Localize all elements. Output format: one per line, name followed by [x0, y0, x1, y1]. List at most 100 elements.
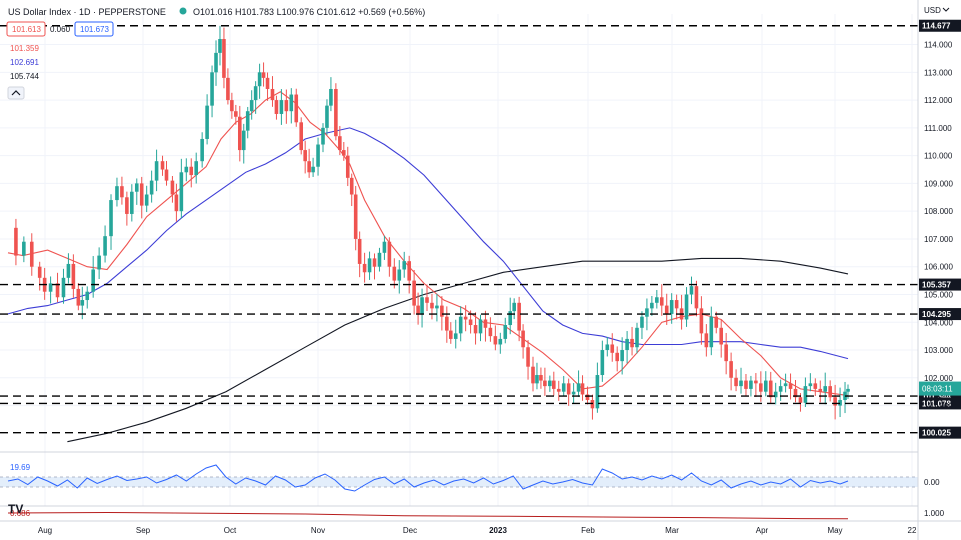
collapse-legend-button[interactable] — [7, 86, 25, 100]
candle-body — [307, 161, 311, 173]
candle-body — [200, 138, 204, 162]
oscillator-axis-value: 0.00 — [924, 478, 940, 487]
candle-body — [416, 305, 420, 314]
candle-body — [778, 386, 783, 392]
candle-body — [345, 155, 350, 178]
ohlc-readout: O101.016 H101.783 L100.976 C101.612 +0.5… — [193, 7, 425, 17]
candle-body — [372, 258, 377, 267]
candle-body — [205, 105, 209, 139]
candle-body — [473, 325, 478, 334]
candle-body — [754, 380, 758, 384]
candle-body — [823, 386, 828, 392]
candle-body — [160, 161, 165, 170]
level-label: 101.078 — [922, 399, 951, 408]
candle-body — [109, 200, 113, 237]
time-tick-label: Nov — [311, 526, 325, 535]
candle-body — [556, 388, 561, 392]
candle-body — [325, 105, 329, 128]
candle-body — [580, 383, 585, 395]
candle-body — [362, 263, 367, 273]
market-open-icon — [179, 7, 187, 15]
candle-body — [270, 88, 275, 101]
candle-body — [392, 266, 397, 281]
time-tick-label: Oct — [224, 526, 237, 535]
candle-body — [194, 161, 199, 176]
candle-body — [284, 100, 289, 112]
level-label: 101.344 — [922, 392, 951, 401]
candle-body — [674, 300, 679, 309]
candle-body — [759, 383, 763, 392]
candle-body — [724, 344, 728, 362]
candle-body — [488, 327, 493, 337]
candle-body — [55, 283, 60, 298]
current-price-badge — [919, 381, 961, 396]
candle-body — [125, 197, 129, 214]
candle-body — [744, 380, 748, 389]
oscillator-label: 19.69 — [10, 463, 31, 472]
price-tick-label: 104.000 — [924, 318, 953, 327]
candle-body — [503, 325, 508, 339]
time-tick-label: 22 — [908, 526, 917, 535]
candle-body — [97, 255, 101, 270]
candle-body — [833, 397, 837, 406]
candle-body — [468, 319, 473, 326]
symbol-title: US Dollar Index · 1D · PEPPERSTONE — [8, 7, 166, 17]
price-tick-label: 103.000 — [924, 346, 953, 355]
candle-body — [655, 297, 659, 303]
bid-button[interactable] — [6, 21, 46, 37]
candle-body — [425, 297, 429, 303]
candle-body — [709, 316, 714, 348]
candle-body — [571, 391, 576, 395]
candle-body — [729, 361, 733, 378]
chevron-down-icon — [942, 7, 950, 12]
level-badge — [919, 278, 961, 291]
time-tick-label: 2023 — [489, 526, 507, 535]
grid-lines — [0, 14, 918, 506]
chevron-up-icon — [11, 90, 21, 96]
oscillator-pane: 19.69 0.00 0.686 1.000 — [0, 463, 945, 520]
candle-body — [218, 38, 222, 53]
candle-body — [412, 280, 416, 306]
spread-value: 0.060 — [50, 25, 71, 34]
candle-body — [749, 380, 753, 389]
candle-body — [241, 130, 246, 151]
candle-body — [508, 311, 513, 326]
price-tick-label: 105.000 — [924, 290, 953, 299]
candle-body — [768, 380, 773, 398]
candle-body — [338, 136, 342, 151]
candle-body — [684, 294, 689, 320]
price-tick-label: 108.000 — [924, 207, 953, 216]
candle-body — [357, 238, 362, 264]
candle-body — [435, 305, 439, 309]
candle-body — [818, 388, 823, 392]
candle-body — [590, 400, 595, 409]
ask-button[interactable] — [74, 21, 114, 37]
candle-body — [430, 302, 434, 309]
candle-body — [334, 88, 338, 137]
candle-body — [531, 366, 535, 384]
price-tick-label: 113.000 — [924, 68, 953, 77]
candle-body — [420, 297, 424, 314]
candle-body — [773, 391, 778, 398]
candle-body — [600, 350, 605, 376]
candle-body — [61, 277, 66, 298]
candle-body — [734, 377, 738, 387]
ma20-line — [7, 91, 849, 397]
currency-label[interactable]: USD — [924, 6, 941, 15]
candle-body — [179, 172, 184, 212]
candle-body — [14, 227, 18, 256]
candle-body — [625, 338, 629, 351]
candle-body — [526, 347, 530, 367]
candle-body — [813, 383, 818, 389]
candle-body — [329, 88, 333, 106]
time-tick-label: May — [827, 526, 842, 535]
candle-body — [650, 302, 654, 309]
candle-body — [803, 386, 808, 403]
price-tick-label: 112.000 — [924, 96, 953, 105]
candle-body — [440, 305, 444, 317]
candle-body — [257, 72, 262, 87]
candle-body — [48, 283, 53, 292]
